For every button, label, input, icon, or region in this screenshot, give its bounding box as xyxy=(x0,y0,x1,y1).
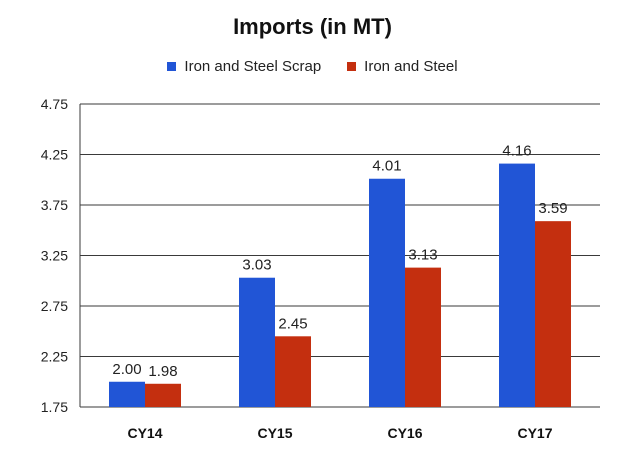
chart-legend: Iron and Steel Scrap Iron and Steel xyxy=(0,58,625,75)
data-label: 2.45 xyxy=(278,315,307,332)
bar-steel-cy17 xyxy=(535,221,571,407)
legend-label-scrap: Iron and Steel Scrap xyxy=(184,58,322,75)
y-tick-label: 1.75 xyxy=(41,399,68,415)
data-label: 3.59 xyxy=(538,200,567,217)
bar-scrap-cy15 xyxy=(239,277,275,407)
x-tick-label: CY17 xyxy=(517,425,552,441)
y-tick-label: 3.25 xyxy=(41,248,68,264)
data-label: 3.13 xyxy=(408,247,437,264)
data-label: 4.01 xyxy=(372,158,401,175)
bar-scrap-cy17 xyxy=(499,163,535,407)
x-tick-label: CY14 xyxy=(127,425,162,441)
y-tick-label: 2.75 xyxy=(41,298,68,314)
y-tick-label: 4.75 xyxy=(41,96,68,112)
y-tick-label: 3.75 xyxy=(41,197,68,213)
bar-scrap-cy16 xyxy=(369,178,405,407)
data-label: 2.00 xyxy=(112,361,141,378)
bar-scrap-cy14 xyxy=(109,381,145,407)
legend-item-scrap: Iron and Steel Scrap xyxy=(167,58,321,75)
data-label: 3.03 xyxy=(242,257,271,274)
legend-item-steel: Iron and Steel xyxy=(347,58,458,75)
legend-swatch-scrap xyxy=(167,62,177,71)
bar-steel-cy15 xyxy=(275,336,311,407)
y-tick-label: 4.25 xyxy=(41,147,68,163)
chart-title: Imports (in MT) xyxy=(233,14,392,39)
x-tick-label: CY16 xyxy=(387,425,422,441)
legend-label-steel: Iron and Steel xyxy=(364,58,458,75)
bar-steel-cy14 xyxy=(145,383,181,407)
data-label: 1.98 xyxy=(148,363,177,380)
x-tick-label: CY15 xyxy=(257,425,292,441)
legend-swatch-steel xyxy=(347,62,357,71)
y-tick-label: 2.25 xyxy=(41,349,68,365)
data-label: 4.16 xyxy=(502,143,531,160)
bar-steel-cy16 xyxy=(405,267,441,407)
